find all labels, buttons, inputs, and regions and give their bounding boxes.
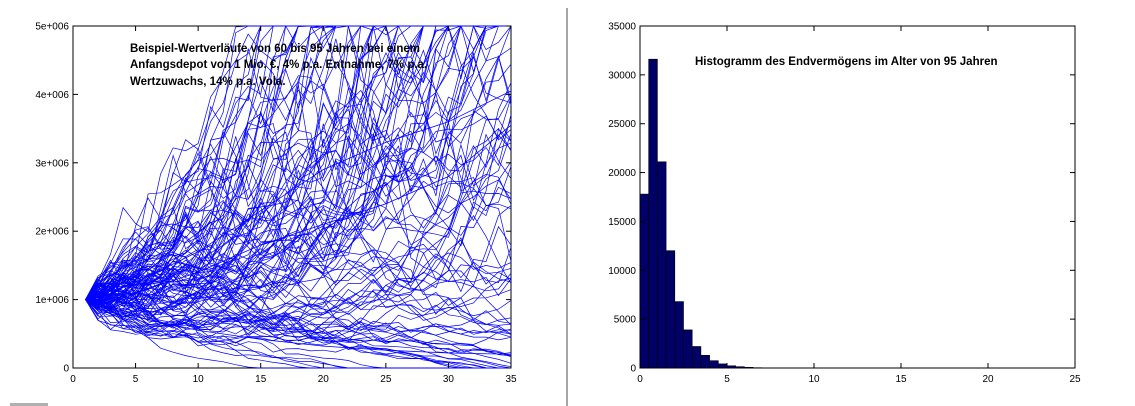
simulated-path-line bbox=[85, 127, 512, 339]
y-tick-label: 5e+006 bbox=[35, 22, 69, 33]
simulated-path-line bbox=[85, 203, 512, 300]
y-tick-label: 4e+006 bbox=[35, 90, 69, 101]
highlighted-path-line bbox=[85, 90, 512, 300]
simulated-path-line bbox=[85, 25, 511, 300]
histogram-bar bbox=[665, 250, 676, 369]
simulated-path-line bbox=[85, 51, 512, 304]
y-tick-label: 30000 bbox=[608, 70, 636, 81]
simulated-path-line bbox=[85, 25, 511, 300]
simulated-path-line bbox=[85, 283, 512, 338]
histogram-bar bbox=[744, 366, 754, 369]
simulated-path-line bbox=[85, 225, 512, 306]
simulated-path-line bbox=[85, 63, 512, 304]
y-tick-label: 2e+006 bbox=[35, 227, 69, 238]
simulated-path-line bbox=[85, 299, 512, 343]
simulated-path-line bbox=[85, 25, 511, 300]
y-tick-label: 5000 bbox=[614, 315, 637, 326]
simulated-path-line bbox=[85, 212, 512, 329]
y-tick-label: 35000 bbox=[608, 22, 636, 33]
plot-area-frame-2 bbox=[639, 25, 1076, 369]
simulated-path-line bbox=[85, 142, 512, 302]
y-tick-label: 3e+006 bbox=[35, 158, 69, 169]
histogram-bar bbox=[657, 161, 667, 369]
simulated-path-line bbox=[85, 134, 512, 326]
histogram-bar bbox=[639, 193, 649, 369]
simulated-path-line bbox=[85, 25, 512, 309]
simulated-path-line bbox=[85, 237, 512, 331]
simulated-path-line bbox=[85, 299, 511, 369]
x-tick-label: 25 bbox=[1069, 374, 1081, 385]
x-tick-label: 0 bbox=[637, 374, 643, 385]
simulated-path-line bbox=[85, 25, 511, 300]
simulated-path-line bbox=[85, 299, 511, 369]
highlighted-path-line bbox=[85, 124, 512, 300]
simulated-path-line bbox=[85, 259, 512, 364]
x-tick-label: 5 bbox=[133, 374, 139, 385]
x-tick-label: 20 bbox=[318, 374, 330, 385]
simulated-path-line bbox=[85, 128, 512, 307]
histogram-bar bbox=[709, 360, 719, 369]
histogram-chart: 0 5 10 15 20 25 0 5000 10000 15000 20000 25000 30000… bbox=[608, 22, 1081, 386]
simulated-path-line bbox=[85, 291, 512, 338]
x-tick-label: 30 bbox=[443, 374, 455, 385]
y-tick-label: 25000 bbox=[608, 119, 636, 130]
simulated-path-line bbox=[85, 266, 512, 321]
simulated-path-line bbox=[85, 183, 512, 307]
y-tick-label: 10000 bbox=[608, 266, 636, 277]
simulated-path-line bbox=[85, 289, 512, 368]
y-tick-label: 15000 bbox=[608, 217, 636, 228]
x-tick-label: 25 bbox=[380, 374, 392, 385]
line-chart: 0 5 10 15 20 25 30 35 0 1e+006 2e+006 3e+006 4e+006 5… bbox=[35, 22, 517, 386]
histogram-bar bbox=[700, 354, 710, 369]
annotation-line-1: Beispiel-Wertverläufe von 60 bis 95 Jahr… bbox=[130, 43, 420, 55]
simulated-path-line bbox=[85, 297, 511, 369]
histogram-bar bbox=[726, 365, 736, 369]
simulated-path-line bbox=[85, 122, 512, 300]
simulated-path-line bbox=[85, 25, 511, 300]
histogram-bar bbox=[717, 363, 728, 369]
simulated-path-line bbox=[85, 133, 512, 315]
x-tick-label: 10 bbox=[193, 374, 205, 385]
simulated-path-line bbox=[85, 232, 512, 325]
simulated-path-line bbox=[85, 190, 512, 305]
histogram-bars-group bbox=[639, 58, 771, 369]
y-tick-label: 0 bbox=[63, 364, 69, 375]
simulated-path-line bbox=[85, 81, 512, 300]
x-tick-label: 5 bbox=[724, 374, 730, 385]
simulated-path-line bbox=[85, 299, 512, 345]
simulated-path-line bbox=[85, 25, 512, 300]
simulated-path-line bbox=[85, 299, 512, 357]
annotation-line-3: Wertzuwachs, 14% p.a. Vola. bbox=[130, 76, 286, 88]
y-tick-label: 1e+006 bbox=[35, 295, 69, 306]
annotation-line-2: Anfangsdepot von 1 Mio. €, 4% p.a. Entna… bbox=[130, 59, 427, 71]
simulated-path-line bbox=[85, 25, 511, 312]
x-tick-label: 35 bbox=[505, 374, 517, 385]
x-tick-label: 0 bbox=[70, 374, 76, 385]
y-tick-label: 20000 bbox=[608, 168, 636, 179]
scrollbar-stub bbox=[10, 403, 48, 406]
highlighted-path-line bbox=[85, 299, 512, 355]
y-tick-label: 0 bbox=[630, 364, 636, 375]
simulated-path-line bbox=[85, 274, 512, 325]
line-series-group bbox=[85, 25, 512, 369]
histogram-annotation: Histogramm des Endvermögens im Alter von… bbox=[695, 56, 998, 68]
histogram-bar bbox=[648, 58, 658, 369]
x-tick-label: 20 bbox=[982, 374, 994, 385]
simulated-path-line bbox=[85, 25, 511, 300]
histogram-bar bbox=[691, 346, 702, 369]
histogram-bar bbox=[735, 366, 745, 369]
histogram-bar bbox=[683, 329, 693, 369]
simulated-path-line bbox=[85, 75, 512, 300]
x-tick-label: 10 bbox=[808, 374, 820, 385]
simulated-path-line bbox=[85, 25, 511, 300]
histogram-bar bbox=[674, 301, 684, 369]
x-tick-label: 15 bbox=[895, 374, 907, 385]
simulated-path-line bbox=[85, 25, 511, 313]
simulated-path-line bbox=[85, 221, 512, 300]
simulated-path-line bbox=[85, 286, 512, 355]
x-tick-label: 15 bbox=[255, 374, 267, 385]
